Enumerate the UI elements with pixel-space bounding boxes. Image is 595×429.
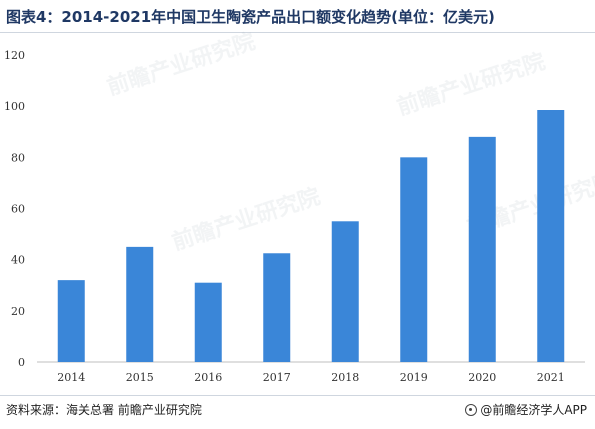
x-tick-label: 2016 (194, 371, 222, 384)
bar-2016 (194, 282, 222, 362)
title-divider (0, 32, 595, 33)
x-tick-label: 2019 (400, 371, 428, 384)
x-tick-label: 2014 (57, 371, 85, 384)
watermark-text: 前瞻产业研究院 (169, 183, 324, 255)
x-tick-label: 2021 (537, 371, 565, 384)
x-tick-label: 2018 (331, 371, 359, 384)
y-tick-label: 20 (11, 305, 25, 318)
bar-2015 (126, 246, 154, 362)
footer-divider (0, 395, 595, 396)
y-tick-label: 120 (4, 49, 25, 62)
x-tick-label: 2020 (468, 371, 496, 384)
source-note: 资料来源：海关总署 前瞻产业研究院 (6, 403, 202, 417)
y-tick-label: 100 (4, 100, 25, 113)
brand-text: @前瞻经济学人APP (480, 403, 587, 417)
y-tick-label: 80 (11, 151, 25, 164)
watermark-text: 前瞻产业研究院 (104, 28, 259, 100)
brand-credit: @前瞻经济学人APP (465, 401, 587, 418)
watermark-text: 前瞻产业研究院 (394, 48, 549, 120)
chart-bars (57, 110, 565, 362)
chart-title: 图表4：2014-2021年中国卫生陶瓷产品出口额变化趋势(单位：亿美元) (6, 8, 495, 26)
bar-2021 (537, 110, 565, 362)
x-tick-label: 2017 (263, 371, 291, 384)
bar-2014 (57, 280, 85, 362)
brand-logo-icon (465, 403, 478, 416)
y-tick-label: 0 (18, 356, 25, 369)
x-tick-label: 2015 (126, 371, 154, 384)
chart-ticks: 0 20 40 60 80 100 120 2014 2015 2016 2017 2018 2019 2… (4, 49, 565, 384)
y-tick-label: 60 (11, 203, 25, 216)
bar-2019 (400, 157, 428, 362)
bar-2018 (331, 221, 359, 362)
bar-2020 (468, 136, 496, 362)
bar-2017 (263, 253, 291, 362)
y-tick-label: 40 (11, 254, 25, 267)
